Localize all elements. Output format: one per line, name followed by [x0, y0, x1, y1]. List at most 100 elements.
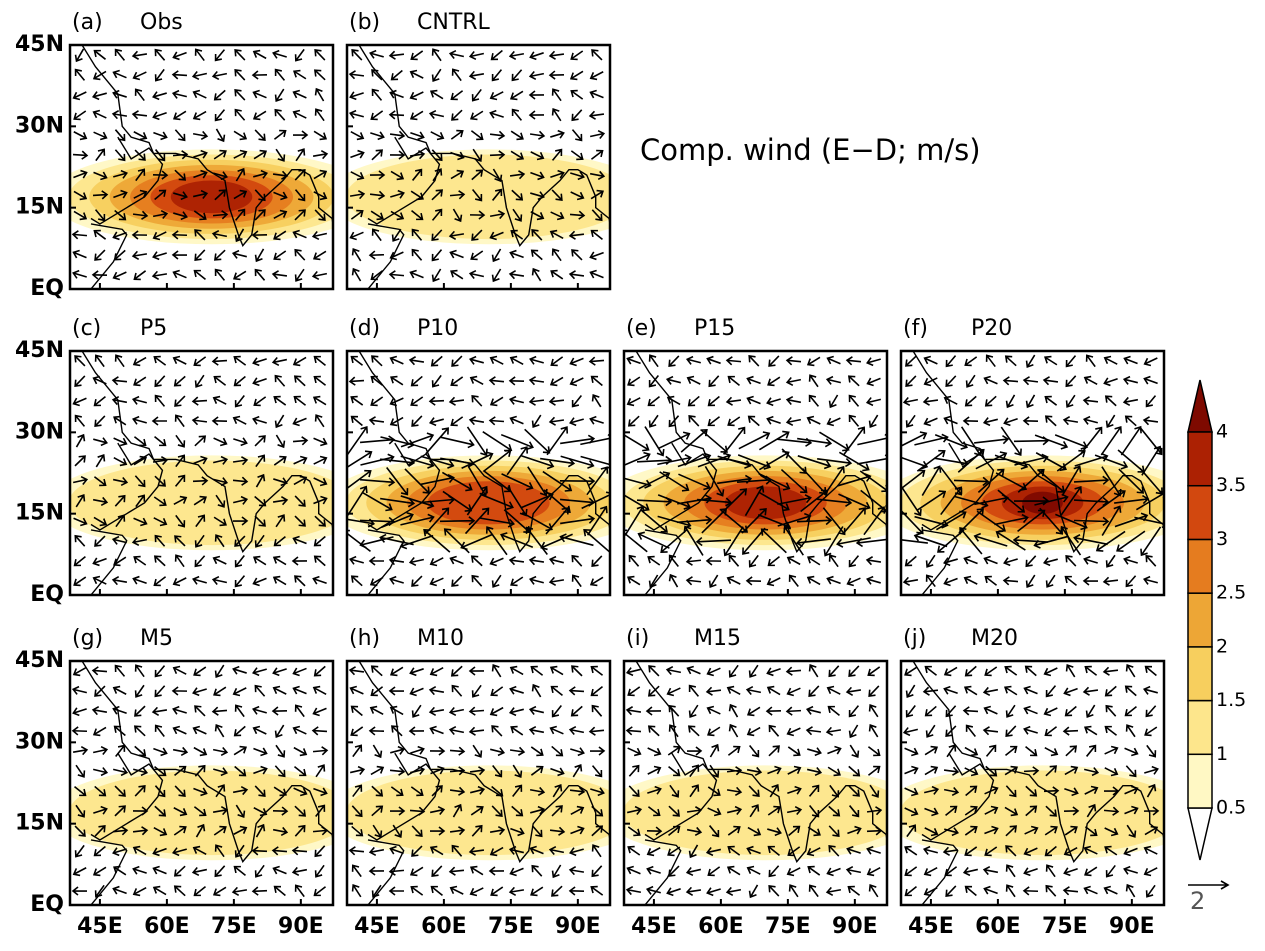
wind-vector: [271, 270, 288, 280]
wind-vector: [1083, 725, 1098, 736]
wind-vector: [350, 355, 364, 366]
wind-vector: [726, 685, 741, 695]
wind-vector: [1045, 765, 1058, 777]
wind-vector: [252, 705, 267, 715]
wind-vector: [722, 426, 746, 455]
wind-vector: [193, 746, 208, 757]
wind-vector: [469, 766, 486, 776]
wind-vector: [174, 129, 186, 142]
wind-vector: [985, 744, 997, 757]
wind-vector: [370, 686, 384, 697]
wind-vector: [548, 845, 565, 856]
wind-vector: [943, 786, 960, 797]
wind-vector: [252, 357, 267, 367]
wind-vector: [570, 50, 584, 61]
wind-vector: [1144, 726, 1158, 737]
wind-vector: [430, 131, 445, 141]
wind-vector: [251, 846, 268, 856]
wind-vector: [430, 355, 443, 367]
wind-vector: [449, 786, 466, 796]
wind-vector: [1120, 425, 1142, 456]
wind-vector: [659, 471, 690, 492]
wind-vector: [134, 684, 145, 698]
coastline: [358, 351, 610, 553]
wind-vector: [409, 110, 424, 121]
wind-vector: [449, 249, 464, 259]
wind-vector: [647, 747, 662, 757]
wind-vector: [640, 509, 668, 533]
wind-vector: [111, 535, 127, 545]
wind-vector: [1122, 396, 1139, 407]
wind-vector: [769, 783, 780, 798]
wind-vector: [1043, 707, 1058, 717]
wind-vector: [408, 356, 425, 366]
colorbar-under: [1187, 807, 1213, 861]
wind-vector: [255, 823, 266, 838]
wind-vector: [273, 395, 287, 406]
wind-vector: [645, 885, 661, 895]
coastline: [90, 839, 128, 905]
wind-vector: [808, 884, 819, 898]
wind-vector: [807, 747, 822, 757]
wind-vector: [1083, 885, 1098, 895]
wind-vector: [450, 665, 463, 677]
colorbar-label: 1.5: [1216, 689, 1246, 711]
wind-vector: [758, 491, 790, 512]
wind-vector: [211, 706, 228, 716]
lat-tick-label: 45N: [15, 32, 64, 57]
wind-vector: [71, 685, 87, 695]
wind-vector: [1095, 530, 1126, 552]
wind-vector: [313, 169, 328, 180]
colorbar-bin: [1187, 538, 1213, 594]
wind-vector: [902, 576, 919, 586]
wind-vector: [737, 454, 772, 470]
wind-vector: [973, 532, 1008, 547]
wind-vector: [627, 845, 641, 856]
wind-vector: [1082, 576, 1099, 586]
wind-vector: [313, 191, 328, 201]
wind-vector: [254, 785, 266, 798]
colorbar-bin: [1187, 484, 1213, 541]
wind-vector: [683, 525, 704, 556]
wind-vector: [252, 110, 267, 121]
wind-vector: [867, 765, 881, 776]
wind-vector: [232, 665, 247, 675]
wind-vector: [678, 473, 711, 491]
wind-vector: [429, 746, 446, 756]
wind-vector: [589, 71, 604, 81]
wind-vector: [648, 354, 659, 368]
wind-vector: [709, 743, 720, 758]
wind-vector: [72, 867, 87, 877]
wind-vector: [191, 396, 208, 406]
coastline: [90, 442, 164, 531]
wind-vector: [685, 886, 702, 896]
wind-vector: [489, 557, 504, 567]
wind-vector: [152, 847, 167, 857]
wind-vector: [193, 787, 208, 797]
wind-vector: [372, 744, 383, 759]
wind-vector: [648, 375, 660, 388]
wind-vector: [254, 534, 265, 548]
wind-vector: [489, 231, 504, 241]
wind-vector: [152, 251, 167, 261]
wind-vector: [272, 806, 289, 816]
wind-speed-shading: [901, 770, 1164, 856]
wind-vector: [351, 884, 362, 898]
wind-vector: [213, 149, 227, 160]
wind-vector: [235, 804, 246, 819]
wind-vector: [1105, 704, 1117, 717]
wind-vector: [312, 685, 327, 696]
wind-vector: [637, 531, 670, 549]
wind-vector: [389, 845, 404, 855]
wind-vector: [767, 845, 780, 856]
wind-vector: [805, 726, 822, 736]
wind-vector: [489, 150, 506, 160]
wind-vector: [984, 575, 998, 586]
wind-vector: [173, 825, 187, 836]
wind-vector: [153, 355, 167, 366]
panel-label: (g): [72, 626, 103, 651]
wind-vector: [785, 416, 802, 427]
wind-vector: [1145, 884, 1156, 898]
panel-label: (d): [349, 316, 380, 341]
wind-vector: [389, 705, 404, 716]
